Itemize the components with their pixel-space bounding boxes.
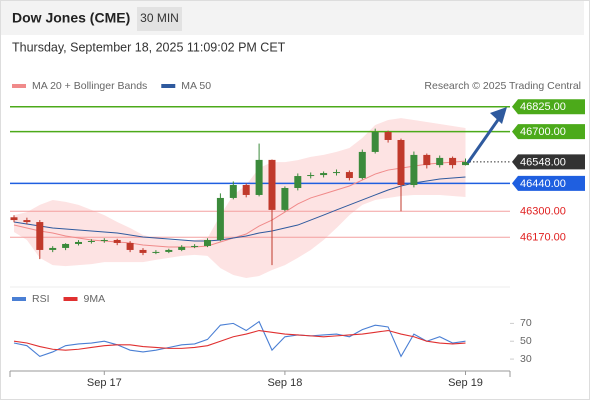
level-label: 46170.00 (520, 232, 566, 244)
interval: 30 MIN (140, 11, 179, 25)
level-box (512, 124, 585, 140)
candle-body (410, 154, 418, 186)
candle-body (242, 185, 250, 195)
level-box (512, 99, 585, 115)
candle-body (23, 220, 31, 223)
candle-body (255, 159, 263, 195)
candle-body (204, 239, 211, 246)
level-box (512, 154, 585, 170)
level-label: 46700.00 (520, 126, 566, 138)
candle-body (320, 173, 328, 176)
legend-swatch (12, 84, 26, 88)
rsi-line (13, 320, 466, 358)
bollinger-band (14, 118, 466, 279)
candle-body (436, 157, 444, 166)
candle-body (87, 240, 95, 242)
forecast-arrow (467, 115, 502, 164)
candle-body (36, 222, 44, 250)
legend-swatch (161, 84, 176, 88)
title: Dow Jones (CME) (12, 10, 130, 26)
level-label: 46548.00 (520, 156, 566, 168)
candle-body (345, 172, 353, 179)
candle-body (165, 249, 173, 252)
candle-body (75, 241, 82, 244)
legend-swatch (12, 297, 26, 301)
ma-line (13, 176, 466, 242)
candle-body (229, 185, 237, 198)
candle-body (397, 139, 405, 186)
forecast-arrow-head (490, 107, 507, 124)
level-label: 46440.00 (520, 178, 566, 190)
timestamp: Thursday, September 18, 2025 11:09:02 PM… (12, 40, 286, 54)
y-tick-label: 50 (520, 335, 532, 347)
source: Research © 2025 Trading Central (424, 80, 581, 92)
candle-body (333, 172, 340, 174)
candle-body (358, 151, 366, 179)
candle-body (423, 154, 431, 166)
y-tick-label: 30 (520, 353, 532, 365)
level-box (512, 175, 585, 191)
header-bar (1, 1, 584, 35)
legend-label: MA 20 + Bollinger Bands (32, 80, 147, 92)
candle-body (191, 245, 199, 247)
interval-badge (137, 7, 182, 31)
y-tick-label: 70 (520, 317, 532, 329)
ma-line (13, 160, 466, 248)
candle-body (449, 157, 457, 166)
candle-body (371, 132, 379, 152)
x-tick-label: Sep 17 (87, 377, 122, 389)
candle-body (281, 187, 289, 210)
candle-body (100, 239, 108, 241)
level-label: 46825.00 (520, 101, 566, 113)
candle-body (178, 246, 186, 250)
candle-body (152, 251, 160, 253)
candle-body (384, 132, 392, 140)
legend-label: MA 50 (181, 80, 211, 92)
candle-body (294, 176, 302, 188)
candle-body (49, 247, 57, 250)
candle-body (462, 161, 469, 166)
legend-label: 9MA (84, 293, 106, 305)
legend-label: RSI (32, 293, 50, 305)
candle-body (62, 243, 70, 248)
candle-body (113, 239, 121, 243)
candle-body (139, 249, 147, 253)
level-label: 46300.00 (520, 206, 566, 218)
candle-body (268, 159, 276, 210)
rsi-line (13, 329, 466, 351)
candle-body (126, 242, 134, 250)
x-tick-label: Sep 19 (448, 377, 483, 389)
x-tick-label: Sep 18 (267, 377, 302, 389)
candle-body (307, 175, 315, 177)
candle-body (10, 217, 18, 221)
legend-swatch (63, 297, 78, 301)
candle-body (216, 197, 224, 240)
